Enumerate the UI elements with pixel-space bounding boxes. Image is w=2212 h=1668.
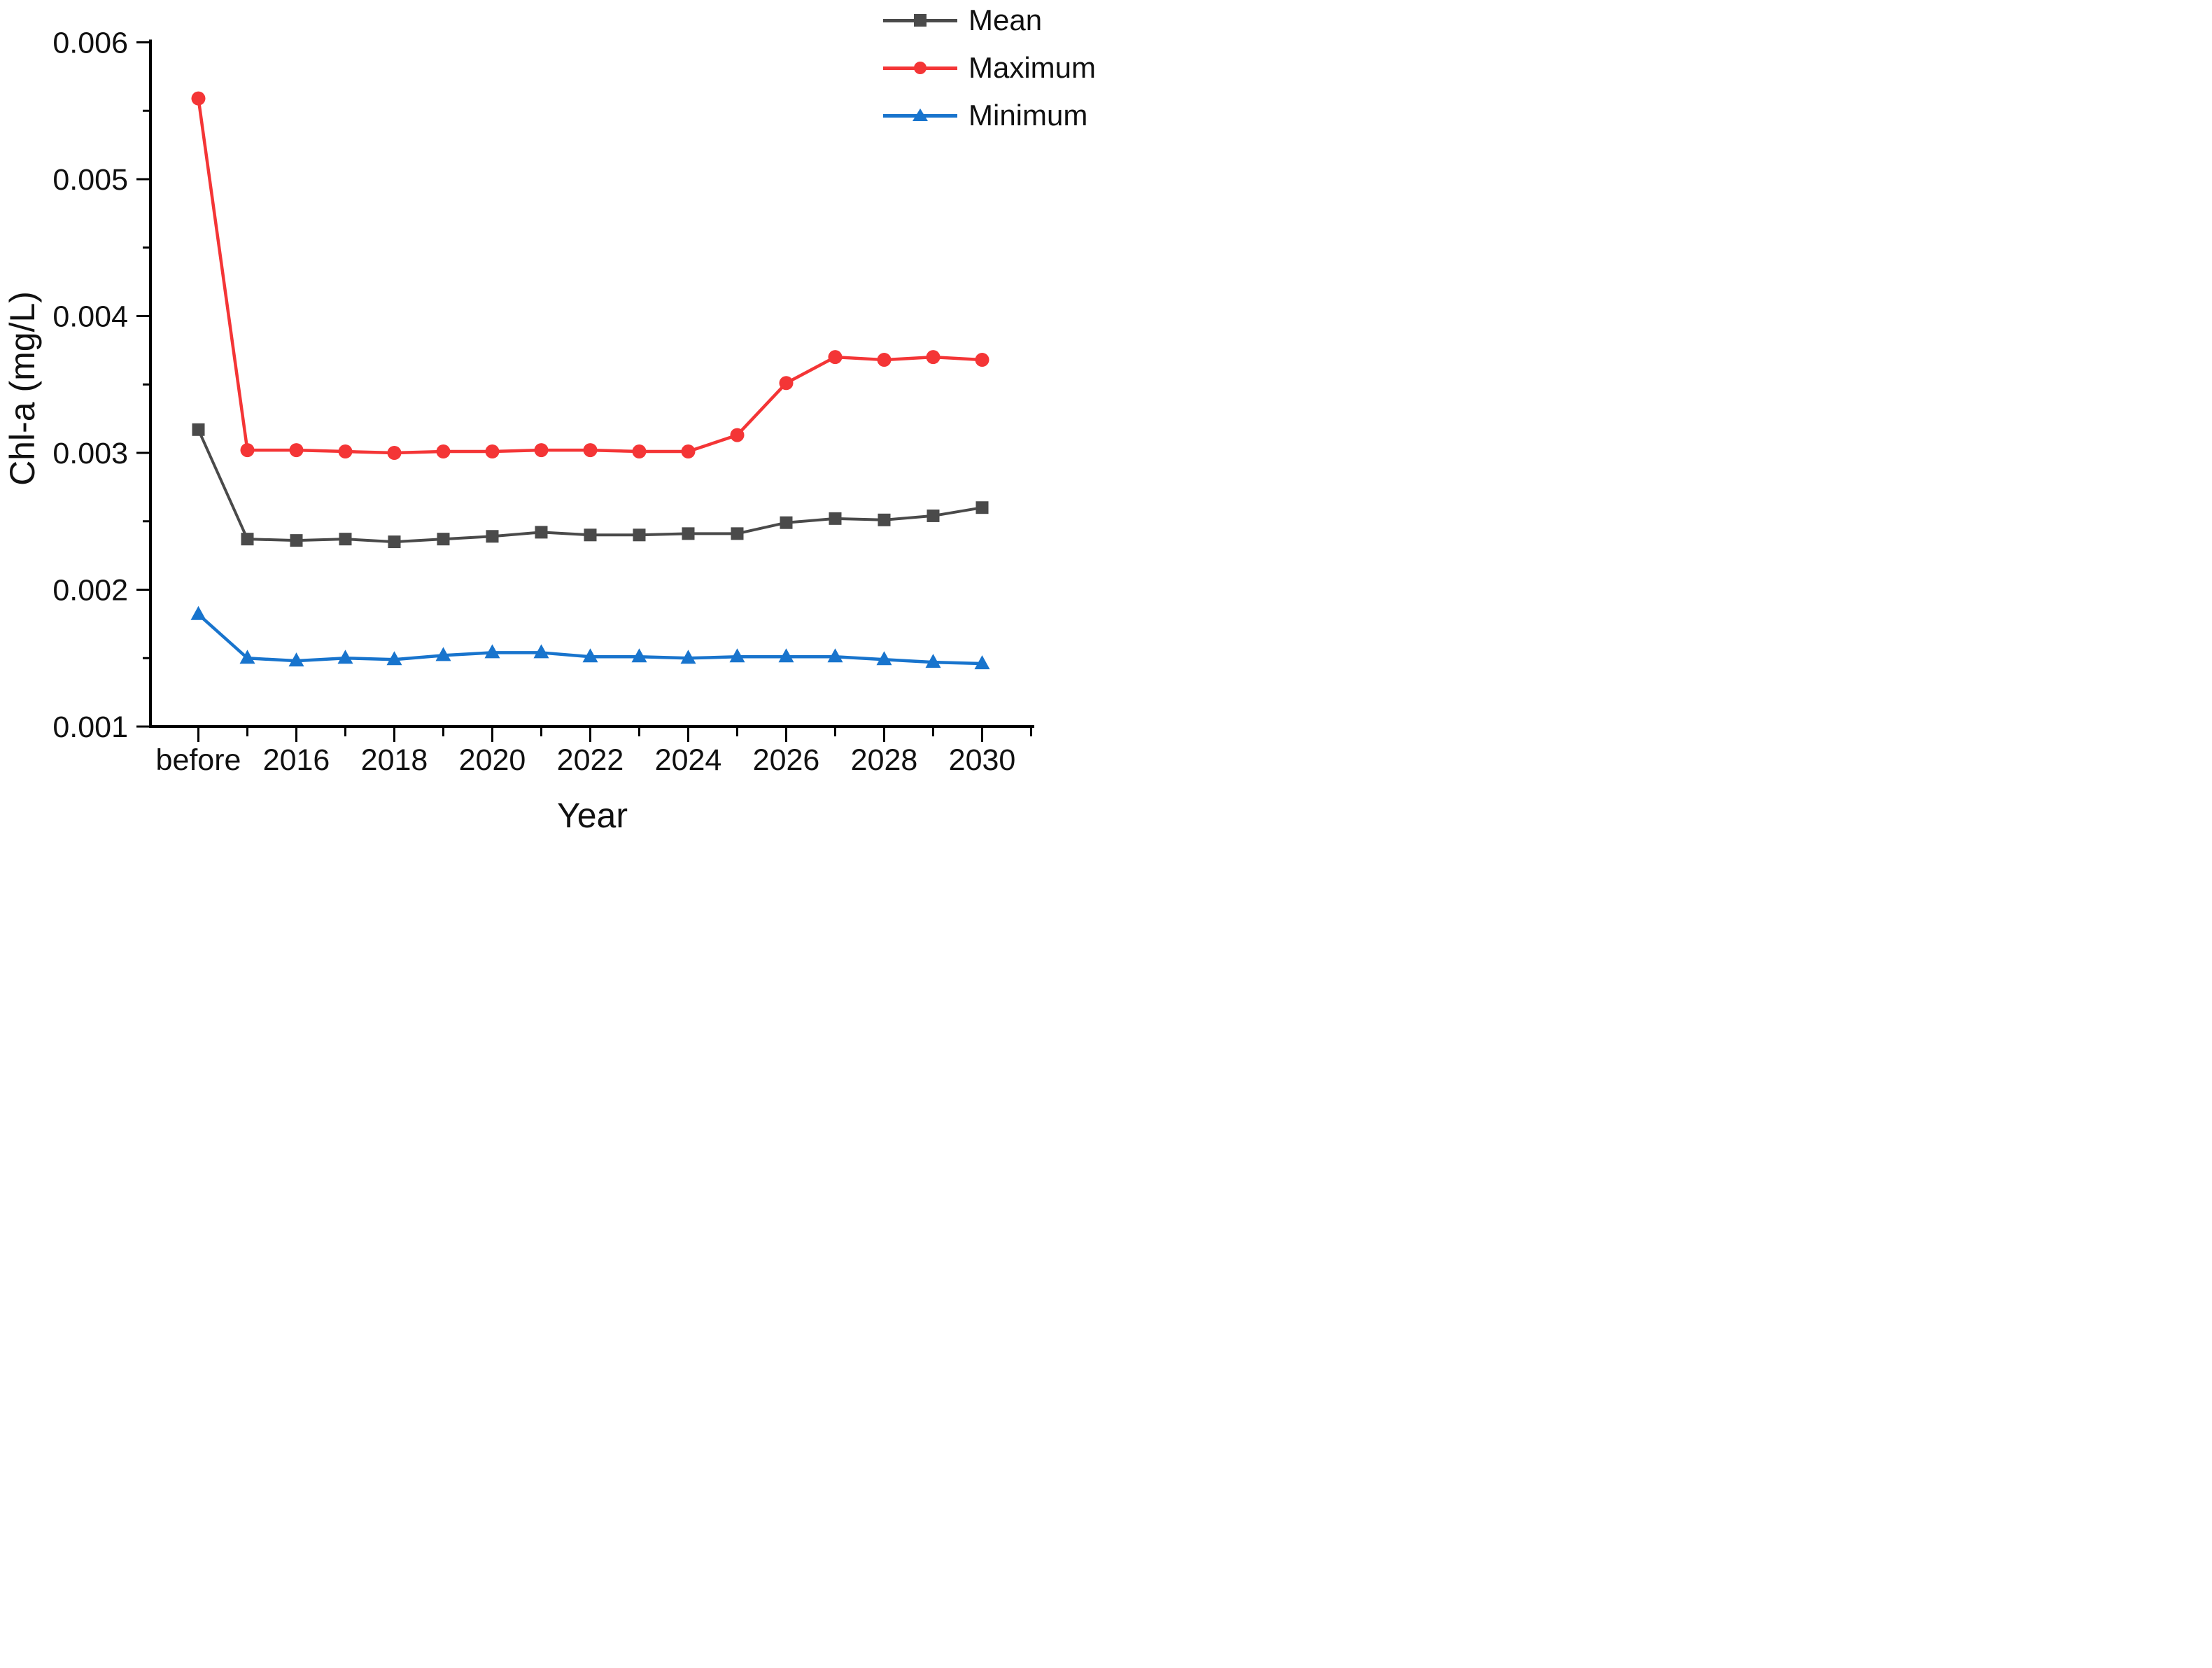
- legend-label-minimum: Minimum: [968, 99, 1088, 132]
- chart-figure: 0.001 0.002 0.003 0.004 0.005 0.006 before 2016…: [0, 0, 1106, 834]
- svg-text:2024: 2024: [655, 743, 722, 777]
- triangle-marker-icon: [913, 108, 928, 121]
- svg-text:0.002: 0.002: [52, 574, 128, 608]
- minimum-line-swatch: [883, 106, 957, 125]
- square-marker-icon: [914, 14, 927, 27]
- legend: Mean Maximum Minimum: [883, 1, 1096, 134]
- svg-text:before: before: [156, 743, 241, 777]
- legend-label-maximum: Maximum: [968, 51, 1097, 84]
- svg-text:0.005: 0.005: [52, 163, 128, 197]
- svg-text:0.001: 0.001: [52, 710, 128, 744]
- svg-text:2030: 2030: [949, 743, 1016, 777]
- circle-marker-icon: [914, 62, 927, 74]
- svg-text:2020: 2020: [459, 743, 526, 777]
- svg-text:0.006: 0.006: [52, 27, 128, 60]
- legend-item-maximum: Maximum: [883, 49, 1096, 87]
- svg-text:2018: 2018: [361, 743, 428, 777]
- svg-text:2016: 2016: [263, 743, 330, 777]
- y-axis-title: Chl-a (mg/L): [3, 291, 42, 486]
- svg-text:0.003: 0.003: [52, 437, 128, 470]
- mean-line-swatch: [883, 11, 957, 29]
- maximum-line-swatch: [883, 59, 957, 77]
- x-axis-title: Year: [556, 796, 628, 834]
- line-chart-canvas: 0.001 0.002 0.003 0.004 0.005 0.006 before 2016…: [52, 27, 1034, 777]
- svg-text:0.004: 0.004: [52, 300, 128, 334]
- svg-text:2026: 2026: [753, 743, 820, 777]
- legend-item-minimum: Minimum: [883, 97, 1096, 134]
- legend-item-mean: Mean: [883, 1, 1096, 39]
- svg-text:2028: 2028: [851, 743, 918, 777]
- legend-label-mean: Mean: [968, 3, 1043, 36]
- svg-text:2022: 2022: [557, 743, 624, 777]
